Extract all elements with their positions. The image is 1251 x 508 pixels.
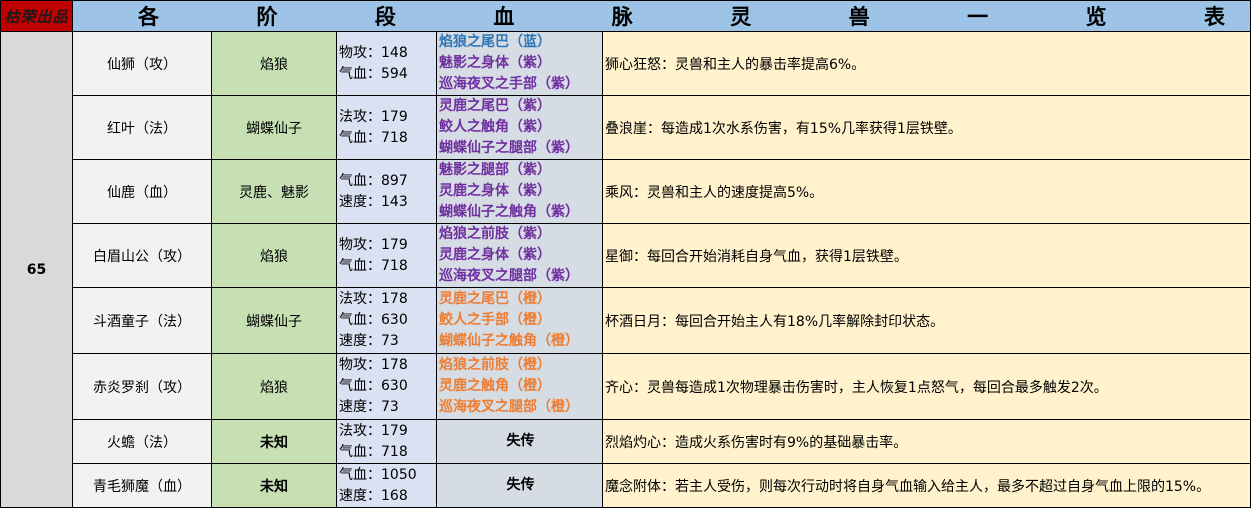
stat-line: 法攻：178	[339, 291, 408, 307]
stat-line: 气血：630	[339, 378, 408, 394]
pet-name: 仙鹿（血）	[72, 159, 212, 224]
skill-cell: 狮心狂怒：灵兽和主人的暴击率提高6%。	[601, 31, 1251, 96]
bloodline-cell: 灵鹿之尾巴（橙） 鲛人之手部（橙） 蝴蝶仙子之触角（橙）	[436, 287, 603, 354]
stage-cell: 未知	[211, 463, 337, 508]
stat-line: 气血：630	[339, 312, 408, 328]
stat-line: 速度：168	[339, 487, 408, 504]
stat-line: 气血：897	[339, 172, 408, 189]
bloodline-cell: 焰狼之前肢（紫） 灵鹿之身体（紫） 巡海夜叉之腿部（紫）	[436, 223, 603, 288]
bloodline-item: 灵鹿之身体（紫）	[439, 183, 551, 199]
bloodline-item: 巡海夜叉之腿部（紫）	[439, 268, 579, 284]
table-row: 斗酒童子（法） 蝴蝶仙子 法攻：178 气血：630 速度：73 灵鹿之尾巴（橙） 鲛人之手…	[1, 287, 1251, 354]
bloodline-item: 灵鹿之身体（紫）	[439, 247, 551, 263]
stats-cell: 气血：897 速度：143	[336, 159, 437, 224]
title-char: 段	[374, 4, 396, 29]
bloodline-item: 焰狼之前肢（橙）	[439, 357, 551, 373]
pet-name: 赤炎罗刹（攻）	[72, 353, 212, 420]
bloodline-item: 蝴蝶仙子之触角（橙）	[439, 333, 579, 349]
stats-cell: 法攻：179 气血：718	[336, 95, 437, 160]
bloodline-item: 巡海夜叉之腿部（橙）	[439, 399, 579, 415]
stage-cell: 焰狼	[211, 223, 337, 288]
stat-line: 物攻：179	[339, 236, 408, 253]
title-char: 表	[1203, 4, 1225, 29]
table-row: 红叶（法） 蝴蝶仙子 法攻：179 气血：718 灵鹿之尾巴（紫） 鲛人之触角（紫） 蝴蝶仙…	[1, 95, 1251, 160]
stat-line: 气血：718	[339, 129, 408, 146]
table-row: 火蟾（法） 未知 法攻：179 气血：718 失传 烈焰灼心：造成火系伤害时有9%的基础暴…	[1, 419, 1251, 464]
stats-cell: 物攻：178 气血：630 速度：73	[336, 353, 437, 420]
stat-line: 气血：594	[339, 65, 408, 82]
stats-cell: 法攻：179 气血：718	[336, 419, 437, 464]
bloodline-lost: 失传	[436, 419, 603, 464]
bloodline-cell: 焰狼之前肢（橙） 灵鹿之触角（橙） 巡海夜叉之腿部（橙）	[436, 353, 603, 420]
stage-cell: 灵鹿、魅影	[211, 159, 337, 224]
stat-line: 速度：73	[339, 333, 399, 349]
bloodline-item: 魅影之身体（紫）	[439, 55, 551, 71]
stage-cell: 未知	[211, 419, 337, 464]
skill-cell: 烈焰灼心：造成火系伤害时有9%的基础暴击率。	[601, 419, 1251, 464]
bloodline-item: 焰狼之前肢（紫）	[439, 226, 551, 242]
bloodline-item: 灵鹿之尾巴（紫）	[439, 98, 551, 114]
bloodline-item: 蝴蝶仙子之腿部（紫）	[439, 140, 579, 156]
table-row: 青毛狮魔（血） 未知 气血：1050 速度：168 失传 魔念附体：若主人受伤，则每次行动…	[1, 463, 1251, 508]
stats-cell: 物攻：148 气血：594	[336, 31, 437, 96]
bloodline-cell: 灵鹿之尾巴（紫） 鲛人之触角（紫） 蝴蝶仙子之腿部（紫）	[436, 95, 603, 160]
bloodline-item: 灵鹿之尾巴（橙）	[439, 291, 551, 307]
skill-cell: 齐心：灵兽每造成1次物理暴击伤害时，主人恢复1点怒气，每回合最多触发2次。	[601, 353, 1251, 420]
stat-line: 物攻：148	[339, 44, 408, 61]
bloodline-item: 鲛人之触角（紫）	[439, 119, 551, 135]
bloodline-item: 巡海夜叉之手部（紫）	[439, 76, 579, 92]
stat-line: 气血：718	[339, 257, 408, 274]
table-row: 仙鹿（血） 灵鹿、魅影 气血：897 速度：143 魅影之腿部（紫） 灵鹿之身体（紫） 蝴蝶…	[1, 159, 1251, 224]
bloodline-lost: 失传	[436, 463, 603, 508]
stat-line: 法攻：179	[339, 108, 408, 125]
title-char: 览	[1085, 4, 1107, 29]
title-char: 一	[967, 4, 989, 29]
stage-cell: 焰狼	[211, 31, 337, 96]
pet-name: 白眉山公（攻）	[72, 223, 212, 288]
pet-name: 仙狮（攻）	[72, 31, 212, 96]
level-cell: 65	[0, 31, 73, 508]
bloodline-item: 鲛人之手部（橙）	[439, 312, 551, 328]
title-char: 阶	[256, 4, 278, 29]
title-char: 血	[493, 4, 515, 29]
table-row: 赤炎罗刹（攻） 焰狼 物攻：178 气血：630 速度：73 焰狼之前肢（橙） 灵鹿之触角（…	[1, 353, 1251, 420]
title-char: 兽	[848, 4, 870, 29]
title-char: 灵	[730, 4, 752, 29]
stat-line: 速度：73	[339, 399, 399, 415]
pet-name: 斗酒童子（法）	[72, 287, 212, 354]
table-row: 65 仙狮（攻） 焰狼 物攻：148 气血：594 焰狼之尾巴（蓝） 魅影之身体（紫） 巡海夜…	[0, 31, 1251, 508]
bloodline-item: 焰狼之尾巴（蓝）	[439, 34, 551, 50]
skill-cell: 星御：每回合开始消耗自身气血，获得1层铁壁。	[601, 223, 1251, 288]
table-row: 白眉山公（攻） 焰狼 物攻：179 气血：718 焰狼之前肢（紫） 灵鹿之身体（紫） 巡海夜…	[1, 223, 1251, 288]
bloodline-item: 蝴蝶仙子之触角（紫）	[439, 204, 579, 220]
stat-line: 气血：1050	[339, 466, 417, 483]
stage-cell: 蝴蝶仙子	[211, 95, 337, 160]
stage-cell: 焰狼	[211, 353, 337, 420]
pet-name: 红叶（法）	[72, 95, 212, 160]
skill-cell: 魔念附体：若主人受伤，则每次行动时将自身气血输入给主人，最多不超过自身气血上限的…	[601, 463, 1251, 508]
pet-name: 火蟾（法）	[72, 419, 212, 464]
bloodline-item: 魅影之腿部（紫）	[439, 162, 551, 178]
stat-line: 物攻：178	[339, 357, 408, 373]
stats-cell: 法攻：178 气血：630 速度：73	[336, 287, 437, 354]
bloodline-cell: 魅影之腿部（紫） 灵鹿之身体（紫） 蝴蝶仙子之触角（紫）	[436, 159, 603, 224]
table-title: 各阶段血脉灵兽一览表	[71, 0, 1251, 32]
stat-line: 气血：718	[339, 443, 408, 460]
stats-cell: 气血：1050 速度：168	[336, 463, 437, 508]
bloodline-cell: 焰狼之尾巴（蓝） 魅影之身体（紫） 巡海夜叉之手部（紫）	[436, 31, 603, 96]
skill-cell: 杯酒日月：每回合开始主人有18%几率解除封印状态。	[601, 287, 1251, 354]
title-char: 脉	[611, 4, 633, 29]
stat-line: 速度：143	[339, 193, 408, 210]
skill-cell: 叠浪崖：每造成1次水系伤害，有15%几率获得1层铁壁。	[601, 95, 1251, 160]
stats-cell: 物攻：179 气血：718	[336, 223, 437, 288]
stat-line: 法攻：179	[339, 422, 408, 439]
bloodline-item: 灵鹿之触角（橙）	[439, 378, 551, 394]
logo: 枯荣出品	[0, 0, 73, 32]
stage-cell: 蝴蝶仙子	[211, 287, 337, 354]
header-row: 枯荣出品 各 阶 段 血 脉 灵 兽 一 览 表	[0, 0, 1251, 32]
title-char: 各	[138, 4, 159, 29]
pet-name: 青毛狮魔（血）	[72, 463, 212, 508]
skill-cell: 乘风：灵兽和主人的速度提高5%。	[601, 159, 1251, 224]
